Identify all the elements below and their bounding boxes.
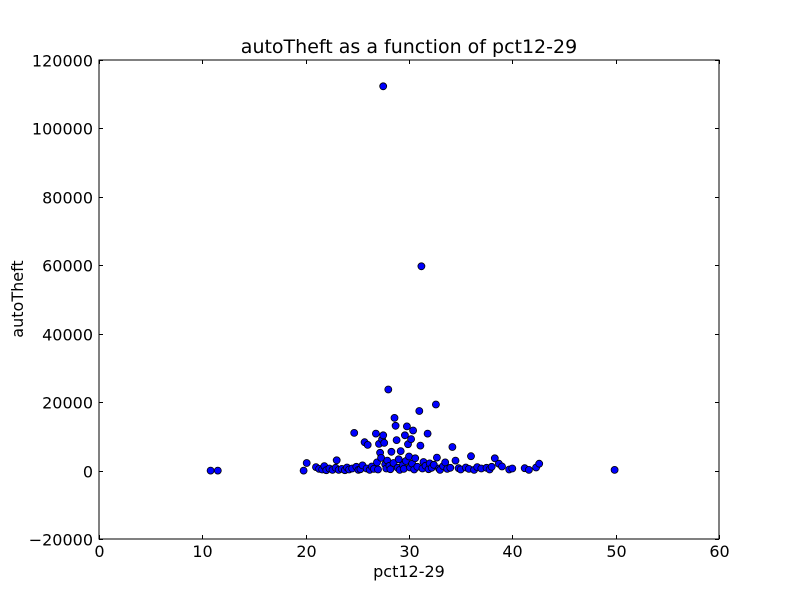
data-point bbox=[525, 465, 533, 474]
x-tick-label: 10 bbox=[192, 542, 212, 561]
y-tick-label: 120000 bbox=[32, 52, 93, 71]
x-tick-label: 50 bbox=[606, 542, 626, 561]
data-point bbox=[332, 456, 341, 465]
data-point bbox=[379, 431, 388, 440]
data-point bbox=[441, 458, 450, 467]
data-point bbox=[423, 429, 432, 438]
y-tick-label: 80000 bbox=[42, 189, 93, 208]
data-point bbox=[400, 431, 409, 440]
data-point bbox=[490, 454, 499, 463]
data-point bbox=[451, 456, 460, 465]
y-tick-label: 40000 bbox=[42, 326, 93, 345]
data-point bbox=[417, 262, 426, 271]
data-point bbox=[386, 465, 395, 474]
data-point bbox=[302, 459, 311, 467]
data-point bbox=[487, 462, 496, 471]
data-point bbox=[446, 463, 455, 472]
data-point bbox=[371, 429, 380, 438]
data-point bbox=[363, 440, 372, 449]
data-point bbox=[432, 453, 441, 462]
data-point bbox=[392, 436, 401, 445]
data-point bbox=[498, 462, 506, 471]
data-point bbox=[411, 454, 420, 463]
data-point bbox=[379, 82, 388, 91]
data-point bbox=[391, 421, 400, 430]
data-point bbox=[350, 428, 359, 437]
x-tick-label: 60 bbox=[709, 542, 729, 561]
x-tick-label: 20 bbox=[296, 542, 316, 561]
data-point bbox=[407, 435, 416, 444]
x-tick-label: 30 bbox=[399, 542, 419, 561]
data-point bbox=[416, 441, 425, 450]
data-point bbox=[396, 447, 405, 456]
ticks-layer: 0 10 20 30 40 50 60−20000020000400006000080000… bbox=[29, 52, 730, 562]
data-point bbox=[467, 452, 475, 461]
data-point bbox=[535, 459, 544, 468]
x-tick-label: 0 bbox=[94, 542, 104, 561]
data-point bbox=[384, 385, 393, 394]
x-tick-label: 40 bbox=[502, 542, 522, 561]
y-tick-label: −20000 bbox=[29, 531, 93, 550]
data-point bbox=[380, 438, 389, 447]
data-point bbox=[374, 465, 382, 474]
data-point bbox=[448, 443, 457, 451]
data-point bbox=[390, 413, 399, 422]
x-axis-label: pct12-29 bbox=[373, 562, 445, 581]
y-tick-label: 20000 bbox=[42, 394, 93, 413]
data-point bbox=[429, 460, 438, 469]
data-point bbox=[610, 465, 619, 474]
data-point bbox=[206, 466, 215, 475]
data-point bbox=[213, 466, 222, 475]
y-axis-label: autoTheft bbox=[8, 260, 27, 337]
data-point bbox=[387, 447, 396, 456]
data-point bbox=[431, 400, 440, 409]
y-tick-label: 60000 bbox=[42, 257, 93, 276]
y-tick-label: 0 bbox=[83, 463, 93, 482]
data-point bbox=[402, 422, 411, 431]
points-layer bbox=[206, 82, 619, 475]
data-point bbox=[299, 466, 308, 475]
y-tick-label: 100000 bbox=[32, 120, 93, 139]
data-point bbox=[394, 455, 403, 464]
data-point bbox=[409, 426, 418, 435]
data-point bbox=[415, 407, 424, 415]
chart-title: autoTheft as a function of pct12-29 bbox=[241, 36, 577, 58]
data-point bbox=[508, 464, 517, 473]
